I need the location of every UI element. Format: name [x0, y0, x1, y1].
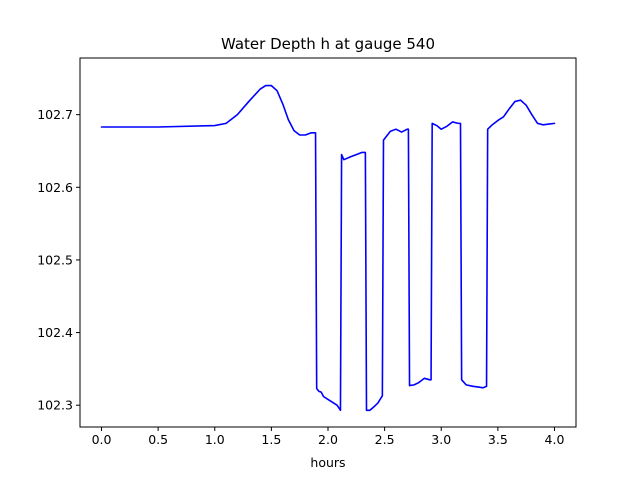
- x-tick-label: 2.0: [318, 432, 338, 447]
- x-tick-label: 1.5: [261, 432, 281, 447]
- x-tick-label: 3.0: [431, 432, 451, 447]
- x-tick-label: 4.0: [545, 432, 565, 447]
- y-axis: 102.3 102.4 102.5 102.6 102.7: [37, 107, 80, 413]
- x-tick-label: 0.0: [92, 432, 112, 447]
- series-line: [100, 84, 556, 412]
- y-tick-label: 102.5: [37, 252, 73, 267]
- x-tick-label: 1.0: [205, 432, 225, 447]
- series-layer: [100, 84, 556, 412]
- x-axis-label: hours: [310, 455, 345, 470]
- chart-title: Water Depth h at gauge 540: [221, 35, 435, 53]
- x-tick-label: 2.5: [375, 432, 395, 447]
- y-tick-label: 102.3: [37, 398, 73, 413]
- x-tick-label: 3.5: [488, 432, 508, 447]
- x-axis: 0.0 0.5 1.0 1.5 2.0 2.5 3.0 3.5 4.0: [92, 427, 565, 447]
- x-tick-label: 0.5: [148, 432, 168, 447]
- y-tick-label: 102.4: [37, 325, 73, 340]
- y-tick-label: 102.6: [37, 180, 73, 195]
- y-tick-label: 102.7: [37, 107, 73, 122]
